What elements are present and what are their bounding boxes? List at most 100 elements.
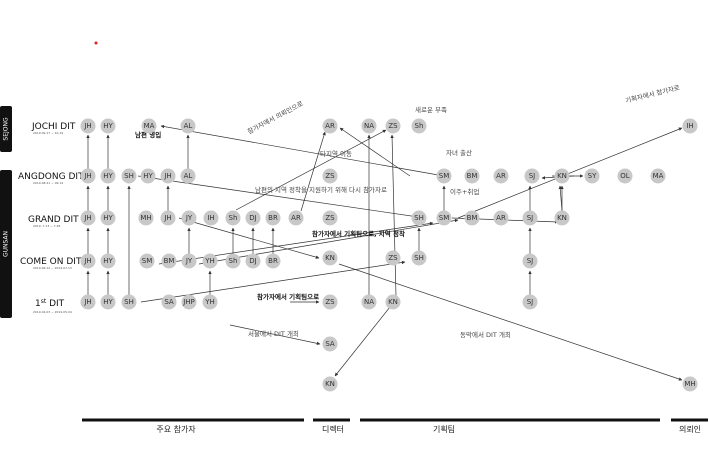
node-yh: YH bbox=[202, 253, 218, 269]
svg-text:COME ON DIT: COME ON DIT bbox=[20, 257, 82, 267]
svg-text:2019. 7.13 ~ 7.28: 2019. 7.13 ~ 7.28 bbox=[33, 224, 60, 228]
node-jh: JH bbox=[80, 168, 96, 184]
node-kn: KN bbox=[554, 210, 570, 226]
svg-text:KN: KN bbox=[325, 380, 335, 388]
node-ar: AR bbox=[493, 210, 509, 226]
node-zs: ZS bbox=[385, 250, 401, 266]
svg-text:ZS: ZS bbox=[325, 172, 335, 180]
svg-text:SM: SM bbox=[142, 257, 152, 265]
node-jh: JH bbox=[160, 210, 176, 226]
row-label-angdong: ANGDONG DIT 2019.08.21 ~ 09.14 bbox=[18, 172, 84, 185]
row-label-jochi: JOCHI DIT 2019.09.17 ~ 10.19 bbox=[31, 122, 76, 135]
svg-text:NA: NA bbox=[364, 298, 374, 306]
row-label-first: 1st DIT 2019.04.03 ~ 2019.05.04 bbox=[33, 298, 72, 314]
node-sh: Sh bbox=[225, 253, 241, 269]
svg-text:YH: YH bbox=[204, 257, 215, 265]
svg-text:2019.06.12 ~ 2019.07.13: 2019.06.12 ~ 2019.07.13 bbox=[33, 266, 72, 270]
svg-text:SM: SM bbox=[439, 214, 449, 222]
svg-text:ANGDONG DIT: ANGDONG DIT bbox=[18, 172, 84, 182]
svg-text:JH: JH bbox=[163, 214, 171, 222]
svg-text:GUNSAN: GUNSAN bbox=[3, 231, 10, 257]
svg-text:SH: SH bbox=[124, 172, 134, 180]
node-sa: SA bbox=[322, 336, 338, 352]
svg-text:BR: BR bbox=[268, 257, 278, 265]
node-ar: AR bbox=[493, 168, 509, 184]
svg-text:SJ: SJ bbox=[527, 298, 534, 306]
node-sh: Sh bbox=[225, 210, 241, 226]
svg-text:SM: SM bbox=[439, 172, 449, 180]
annotation-client: 참가자에서 의뢰인으로 bbox=[246, 99, 305, 136]
annotation-relocation: 타지역 이동 bbox=[320, 149, 352, 158]
svg-text:AR: AR bbox=[496, 172, 506, 180]
svg-text:SEJONG: SEJONG bbox=[3, 117, 10, 141]
node-sa: SA bbox=[161, 294, 177, 310]
footer-label-client: 의뢰인 bbox=[679, 424, 701, 434]
svg-text:2019.04.03 ~ 2019.05.04: 2019.04.03 ~ 2019.05.04 bbox=[33, 310, 72, 314]
node-sy: SY bbox=[584, 168, 600, 184]
node-sj: SJ bbox=[522, 294, 538, 310]
annotation-migration-job: 이주+취업 bbox=[450, 187, 479, 196]
svg-text:BM: BM bbox=[467, 214, 478, 222]
footer-label-participants: 주요 참가자 bbox=[156, 424, 196, 434]
node-zs: ZS bbox=[385, 118, 401, 134]
node-ma: MA bbox=[650, 168, 666, 184]
svg-text:SH: SH bbox=[414, 214, 424, 222]
svg-text:SH: SH bbox=[124, 298, 134, 306]
node-jh: JH bbox=[80, 118, 96, 134]
node-na: NA bbox=[361, 294, 377, 310]
svg-text:NA: NA bbox=[364, 122, 374, 130]
svg-text:MH: MH bbox=[684, 380, 695, 388]
node-yh: YH bbox=[202, 294, 218, 310]
svg-text:KN: KN bbox=[325, 254, 335, 262]
node-sh: SH bbox=[411, 210, 427, 226]
svg-text:KN: KN bbox=[557, 214, 567, 222]
svg-text:GRAND DIT: GRAND DIT bbox=[28, 215, 79, 225]
node-sj: SJ bbox=[522, 253, 538, 269]
node-jy: JY bbox=[181, 253, 197, 269]
node-jy: JY bbox=[181, 210, 197, 226]
node-jh: JH bbox=[160, 168, 176, 184]
annotation-new-tribe: 새로운 부족 bbox=[415, 105, 447, 114]
annotation-husband-support: 남편의 지역 정착을 지원하기 위해 다시 참가자로 bbox=[255, 185, 387, 194]
node-jhp: JHP bbox=[181, 294, 197, 310]
node-sh: SH bbox=[121, 294, 137, 310]
svg-text:1st DIT: 1st DIT bbox=[35, 298, 65, 309]
svg-text:ZS: ZS bbox=[388, 254, 398, 262]
svg-text:YH: YH bbox=[204, 298, 215, 306]
node-hy: HY bbox=[100, 118, 116, 134]
node-ih: IH bbox=[682, 118, 698, 134]
node-sh: Sh bbox=[411, 118, 427, 134]
svg-text:ZS: ZS bbox=[325, 298, 335, 306]
svg-text:SJ: SJ bbox=[527, 214, 534, 222]
node-hy: HY bbox=[140, 168, 156, 184]
node-al: AL bbox=[180, 118, 196, 134]
footer: 주요 참가자 디렉터 기획팀 의뢰인 bbox=[82, 418, 708, 434]
accent-dot bbox=[94, 41, 98, 45]
node-zs: ZS bbox=[322, 210, 338, 226]
svg-text:DJ: DJ bbox=[249, 214, 256, 222]
svg-text:MA: MA bbox=[144, 122, 155, 130]
node-kn: KN bbox=[554, 168, 570, 184]
node-bm: BM bbox=[464, 210, 480, 226]
svg-text:HY: HY bbox=[103, 122, 113, 130]
svg-text:IH: IH bbox=[207, 214, 214, 222]
svg-text:SH: SH bbox=[414, 254, 424, 262]
svg-text:HY: HY bbox=[103, 172, 113, 180]
node-bm: BM bbox=[161, 253, 177, 269]
node-kn: KN bbox=[385, 294, 401, 310]
svg-text:HY: HY bbox=[103, 298, 113, 306]
node-sj: SJ bbox=[522, 210, 538, 226]
node-br: BR bbox=[265, 210, 281, 226]
node-dj: DJ bbox=[245, 253, 261, 269]
footer-label-planning: 기획팀 bbox=[433, 424, 455, 434]
node-al: AL bbox=[180, 168, 196, 184]
node-sj: SJ bbox=[524, 168, 540, 184]
node-dj: DJ bbox=[245, 210, 261, 226]
node-na: NA bbox=[361, 118, 377, 134]
annotation-planner-to-participant: 기획자에서 참가자로 bbox=[624, 83, 680, 105]
svg-text:AL: AL bbox=[184, 122, 193, 130]
svg-text:JH: JH bbox=[83, 172, 91, 180]
svg-text:2019.08.21 ~ 09.14: 2019.08.21 ~ 09.14 bbox=[33, 181, 63, 185]
side-label-gunsan: GUNSAN bbox=[0, 170, 12, 318]
